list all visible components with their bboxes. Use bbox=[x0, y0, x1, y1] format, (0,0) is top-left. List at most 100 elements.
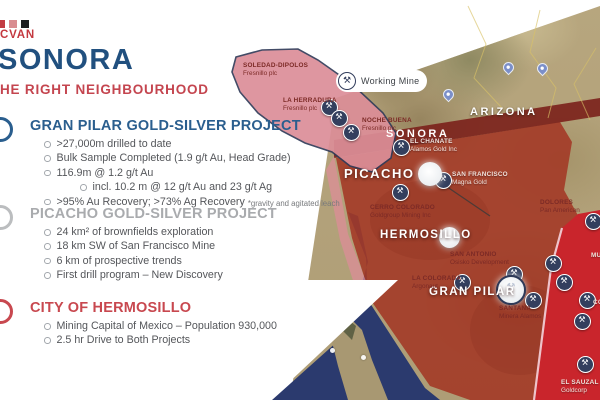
town-dot bbox=[329, 347, 335, 353]
mine-icon: ⚒ bbox=[544, 254, 562, 272]
mine-icon: ⚒ bbox=[576, 355, 594, 373]
section-picacho: PICACHO GOLD-SILVER PROJECT 24 km² of bro… bbox=[0, 205, 345, 284]
mine-icon: ⚒ bbox=[584, 212, 600, 230]
bullet-item: 2.5 hr Drive to Both Projects bbox=[44, 334, 345, 347]
mine-name: NOCHE BUENA bbox=[362, 117, 412, 124]
bullet-marker-icon bbox=[44, 169, 51, 177]
logo-square bbox=[21, 20, 29, 28]
slide-subtitle: HE RIGHT NEIGHBOURHOOD bbox=[0, 82, 209, 97]
mine-name: EL SAUZAL bbox=[561, 379, 599, 386]
mine-icon: ⚒ bbox=[392, 138, 410, 156]
bullet-marker-icon bbox=[44, 337, 51, 344]
mine-icon: ⚒ bbox=[573, 312, 591, 330]
bullet-text: 18 km SW of San Francisco Mine bbox=[56, 240, 216, 253]
mine-name: EL CHANATE bbox=[410, 138, 453, 145]
bullet-text: incl. 10.2 m @ 12 g/t Au and 23 g/t Ag bbox=[92, 181, 273, 194]
city-label-gran-pilar: GRAN PILAR bbox=[429, 286, 516, 298]
mine-name: SAN FRANCISCO bbox=[452, 171, 508, 178]
bullet-marker-icon bbox=[44, 155, 51, 162]
bullet-list: >27,000m drilled to date Bulk Sample Comp… bbox=[44, 138, 345, 208]
mine-company: Goldgroup Mining Inc bbox=[370, 212, 431, 220]
section-number-icon bbox=[0, 299, 13, 324]
bullet-text: 116.9m @ 1.2 g/t Au bbox=[56, 166, 154, 179]
mine-label: EL CHANATE Alamos Gold Inc bbox=[410, 138, 457, 155]
region-label-arizona: ARIZONA bbox=[470, 106, 538, 118]
bullet-list: 24 km² of brownfields exploration 18 km S… bbox=[44, 226, 345, 282]
mine-label: CERRO COLORADO Goldgroup Mining Inc bbox=[370, 204, 435, 221]
bullet-marker-icon bbox=[80, 184, 87, 191]
mine-label: DOLORES Pan American bbox=[540, 199, 580, 216]
bullet-marker-icon bbox=[44, 198, 51, 206]
mine-name: CERRO COLORADO bbox=[370, 204, 435, 211]
bullet-text: Mining Capital of Mexico – Population 93… bbox=[56, 320, 277, 332]
content-panel: CVAN SONORA HE RIGHT NEIGHBOURHOOD GRAN … bbox=[0, 20, 345, 347]
bullet-text: 24 km² of brownfields exploration bbox=[56, 226, 214, 238]
state-border-line bbox=[573, 47, 597, 121]
bullet-item: Mining Capital of Mexico – Population 93… bbox=[44, 320, 345, 333]
mine-label: SAN FRANCISCO Magna Gold bbox=[452, 171, 508, 188]
hermosillo-marker bbox=[438, 226, 460, 248]
town-dot bbox=[360, 354, 366, 360]
mine-label: LA COLORADA Argonaut bbox=[412, 275, 461, 292]
bullet-text: 2.5 hr Drive to Both Projects bbox=[56, 334, 191, 347]
mine-name: SAN ANTONIO bbox=[450, 251, 497, 258]
working-mine-icon: ⚒ bbox=[338, 72, 356, 90]
logo-text: CVAN bbox=[0, 29, 35, 41]
bullet-item: 18 km SW of San Francisco Mine bbox=[44, 240, 345, 253]
mine-label: SOLEDAD-DIPOLOS Fresnillo plc bbox=[243, 62, 308, 79]
mine-company: Goldcorp bbox=[561, 387, 587, 395]
mine-label: CO… bbox=[593, 299, 600, 307]
bullet-marker-icon bbox=[44, 229, 51, 236]
slide-title: SONORA bbox=[0, 44, 135, 76]
caborca-gold-belt bbox=[231, 48, 397, 173]
mine-label: NOCHE BUENA Fresnillo plc bbox=[362, 117, 412, 134]
bullet-item: >27,000m drilled to date bbox=[44, 138, 345, 151]
mine-icon: ⚒ bbox=[578, 291, 596, 309]
bullet-item: Bulk Sample Completed (1.9 g/t Au, Head … bbox=[44, 152, 345, 165]
section-gran-pilar: GRAN PILAR GOLD-SILVER PROJECT >27,000m d… bbox=[0, 117, 345, 210]
mine-icon: ⚒ bbox=[453, 273, 471, 291]
mine-label: SAN ANTONIO Osisko Development bbox=[450, 251, 509, 268]
diagonal-cut bbox=[268, 280, 398, 400]
mine-icon: ⚒ bbox=[391, 183, 409, 201]
mine-company: Minera Alamos bbox=[499, 313, 542, 321]
bullet-item: incl. 10.2 m @ 12 g/t Au and 23 g/t Ag bbox=[80, 181, 345, 194]
bullet-list: Mining Capital of Mexico – Population 93… bbox=[44, 320, 345, 347]
mine-name: CO… bbox=[593, 299, 600, 306]
mine-name: MU… bbox=[591, 252, 600, 259]
gran-pilar-marker: ⚒ bbox=[496, 275, 526, 305]
mine-company: Fresnillo plc bbox=[362, 125, 397, 133]
mine-name: SANTANA bbox=[499, 305, 532, 312]
bullet-text: 6 km of prospective trends bbox=[56, 254, 182, 267]
mine-company: Osisko Development bbox=[450, 259, 509, 267]
region-label-sonora: SONORA bbox=[386, 128, 450, 140]
mine-label: SANTANA Minera Alamos bbox=[499, 305, 541, 322]
bullet-item: 116.9m @ 1.2 g/t Au bbox=[44, 167, 345, 180]
section-title: PICACHO GOLD-SILVER PROJECT bbox=[30, 206, 277, 222]
mine-name: LA HERRADURA bbox=[283, 97, 337, 104]
bullet-item: 6 km of prospective trends bbox=[44, 255, 345, 268]
logo-square bbox=[9, 20, 17, 28]
logo-square bbox=[0, 20, 5, 28]
mine-name: SOLEDAD-DIPOLOS bbox=[243, 62, 309, 69]
state-border-line bbox=[467, 5, 503, 109]
mine-label: EL SAUZAL Goldcorp bbox=[561, 379, 599, 396]
bullet-text: First drill program – New Discovery bbox=[56, 269, 223, 282]
bullet-marker-icon bbox=[44, 257, 51, 265]
city-label-picacho: PICACHO bbox=[344, 166, 415, 181]
bullet-item: >95% Au Recovery; >73% Ag Recovery *gravi… bbox=[44, 196, 345, 209]
section-number-icon bbox=[0, 117, 13, 142]
picacho-marker bbox=[418, 162, 442, 186]
mine-icon: ⚒ bbox=[555, 273, 573, 291]
mine-label: MU… bbox=[591, 252, 600, 260]
bullet-marker-icon bbox=[44, 272, 51, 279]
mine-company: Pan American bbox=[540, 207, 580, 215]
mine-company: Fresnillo plc bbox=[283, 105, 318, 113]
mine-icon: ⚒ bbox=[330, 109, 348, 127]
bullet-item: 24 km² of brownfields exploration bbox=[44, 226, 345, 239]
mine-name: LA COLORADA bbox=[412, 275, 462, 282]
map-pin-icon bbox=[500, 59, 517, 76]
bullet-footnote: *gravity and agitated leach bbox=[247, 199, 340, 209]
